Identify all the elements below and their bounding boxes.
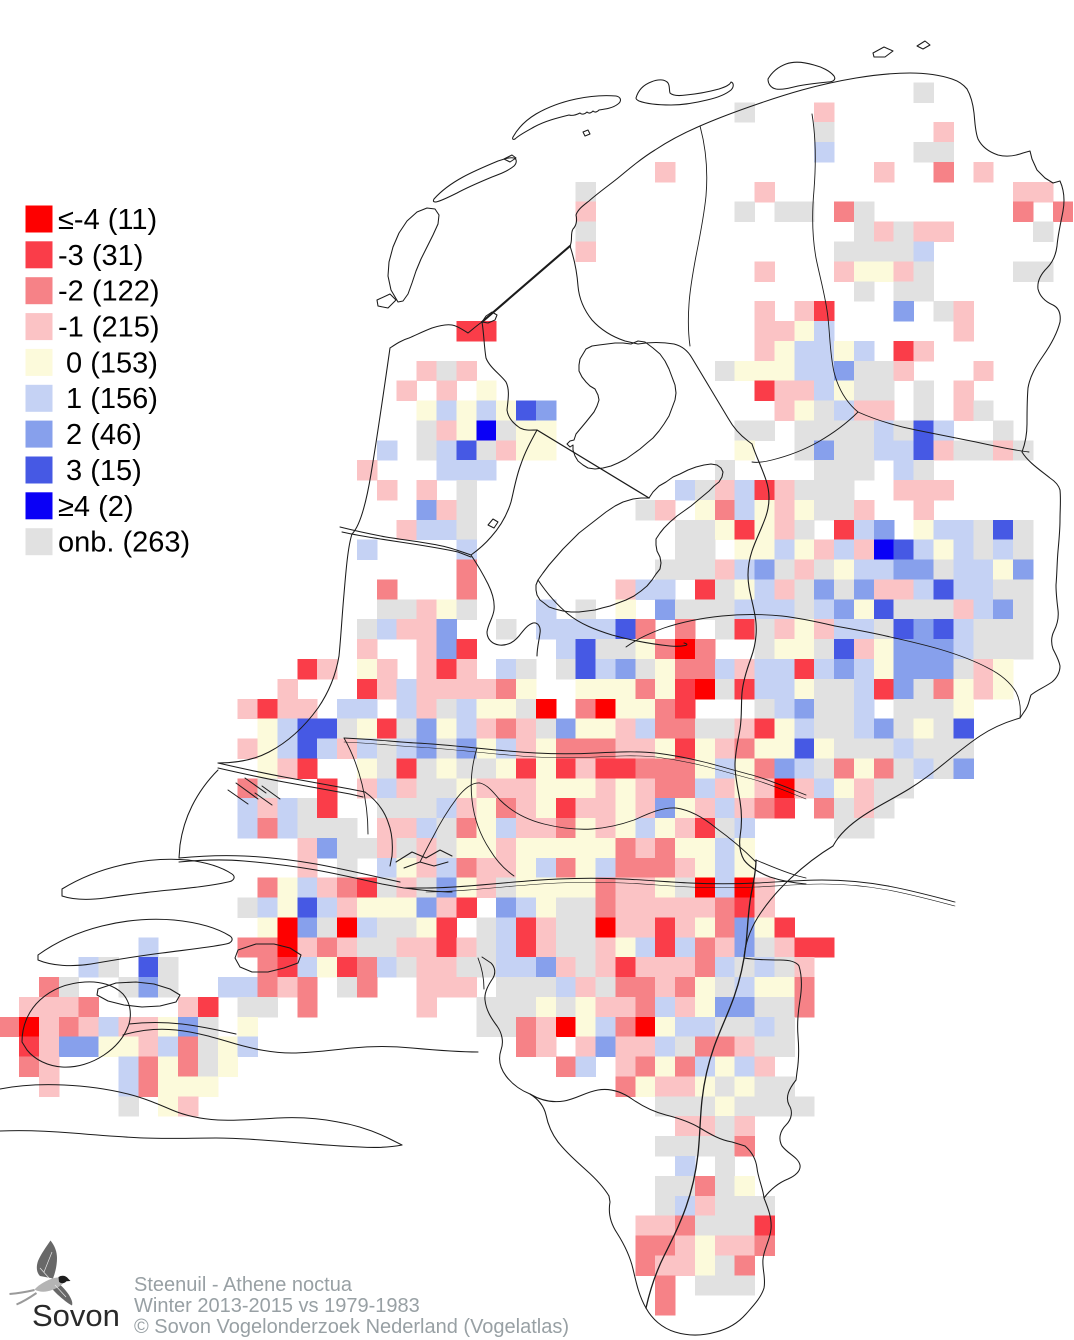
svg-text:Sovon: Sovon [32, 1298, 120, 1333]
svg-text:1 (156): 1 (156) [58, 383, 158, 415]
svg-text:≤-4 (11): ≤-4 (11) [58, 204, 157, 236]
svg-text:-2 (122): -2 (122) [58, 276, 160, 308]
svg-text:onb. (263): onb. (263) [58, 527, 190, 559]
svg-text:0 (153): 0 (153) [58, 347, 158, 379]
svg-text:Winter 2013-2015 vs 1979-1983: Winter 2013-2015 vs 1979-1983 [134, 1295, 420, 1317]
svg-text:3 (15): 3 (15) [58, 455, 142, 487]
svg-text:2 (46): 2 (46) [58, 419, 142, 451]
svg-text:≥4 (2): ≥4 (2) [58, 491, 134, 523]
svg-text:-1 (215): -1 (215) [58, 312, 160, 344]
svg-text:© Sovon Vogelonderzoek Nederla: © Sovon Vogelonderzoek Nederland (Vogela… [134, 1316, 569, 1338]
svg-text:Steenuil - Athene noctua: Steenuil - Athene noctua [134, 1274, 353, 1296]
svg-text:-3 (31): -3 (31) [58, 240, 143, 272]
